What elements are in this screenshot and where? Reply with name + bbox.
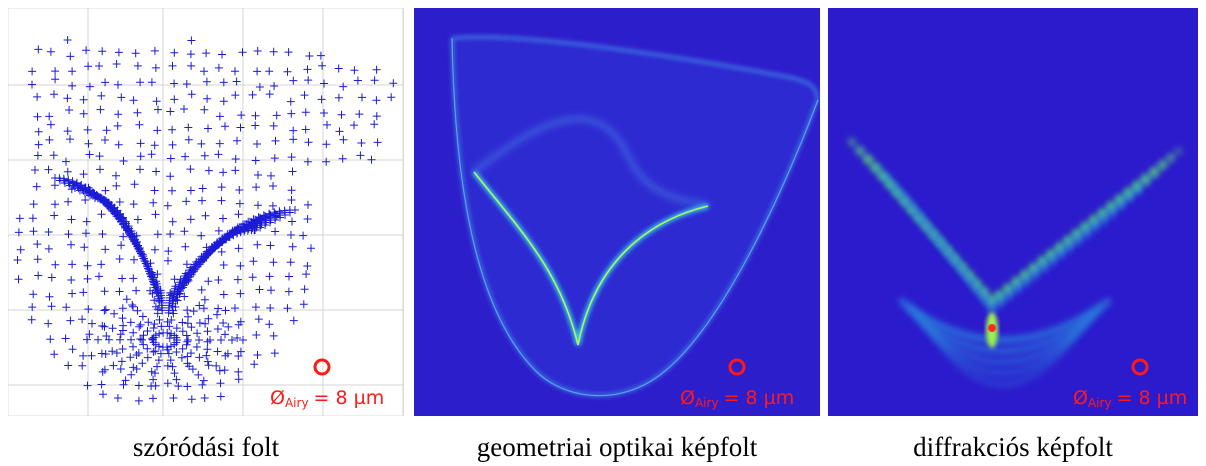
cusp-line	[473, 171, 709, 346]
airy-disk	[728, 358, 746, 376]
ring	[905, 305, 1104, 354]
spot-panel	[8, 8, 404, 416]
caption: geometriai optikai képfolt	[477, 432, 758, 462]
caption: diffrakciós képfolt	[913, 432, 1113, 462]
airy-disk	[313, 358, 331, 376]
airy-label: ØAiry = 8 µm	[1073, 387, 1187, 410]
diffraction-panel	[828, 8, 1198, 416]
outer-edge	[451, 37, 819, 397]
upper-fold	[472, 116, 709, 209]
airy-symbol: Ø	[680, 387, 695, 409]
airy-label: ØAiry = 8 µm	[270, 387, 384, 410]
airy-text: = 8 µm	[1117, 387, 1188, 409]
airy-text: = 8 µm	[314, 387, 385, 409]
geometric-panel	[414, 8, 820, 416]
scatter-points	[13, 36, 398, 405]
caption: szóródási folt	[133, 432, 280, 462]
airy-symbol: Ø	[270, 387, 285, 409]
airy-label: ØAiry = 8 µm	[680, 387, 794, 410]
peak	[988, 324, 996, 332]
airy-text: = 8 µm	[724, 387, 795, 409]
ring	[929, 330, 1081, 387]
airy-subscript: Airy	[1088, 396, 1112, 410]
airy-subscript: Airy	[695, 396, 719, 410]
ring	[898, 297, 1112, 343]
airy-symbol: Ø	[1073, 387, 1088, 409]
fringes	[848, 138, 1182, 387]
airy-subscript: Airy	[285, 396, 309, 410]
airy-disk	[1131, 358, 1149, 376]
